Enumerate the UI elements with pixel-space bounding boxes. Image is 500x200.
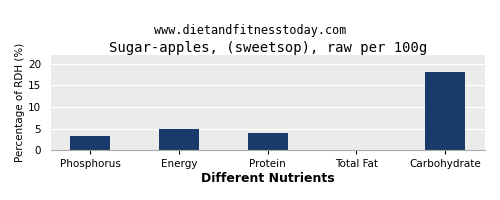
Y-axis label: Percentage of RDH (%): Percentage of RDH (%) — [15, 43, 25, 162]
X-axis label: Different Nutrients: Different Nutrients — [201, 172, 334, 185]
Title: Sugar-apples, (sweetsop), raw per 100g: Sugar-apples, (sweetsop), raw per 100g — [108, 41, 427, 55]
Bar — [248, 133, 288, 150]
Bar — [70, 136, 110, 150]
Text: www.dietandfitnesstoday.com: www.dietandfitnesstoday.com — [154, 24, 346, 37]
Bar — [425, 72, 465, 150]
Bar — [159, 129, 199, 150]
